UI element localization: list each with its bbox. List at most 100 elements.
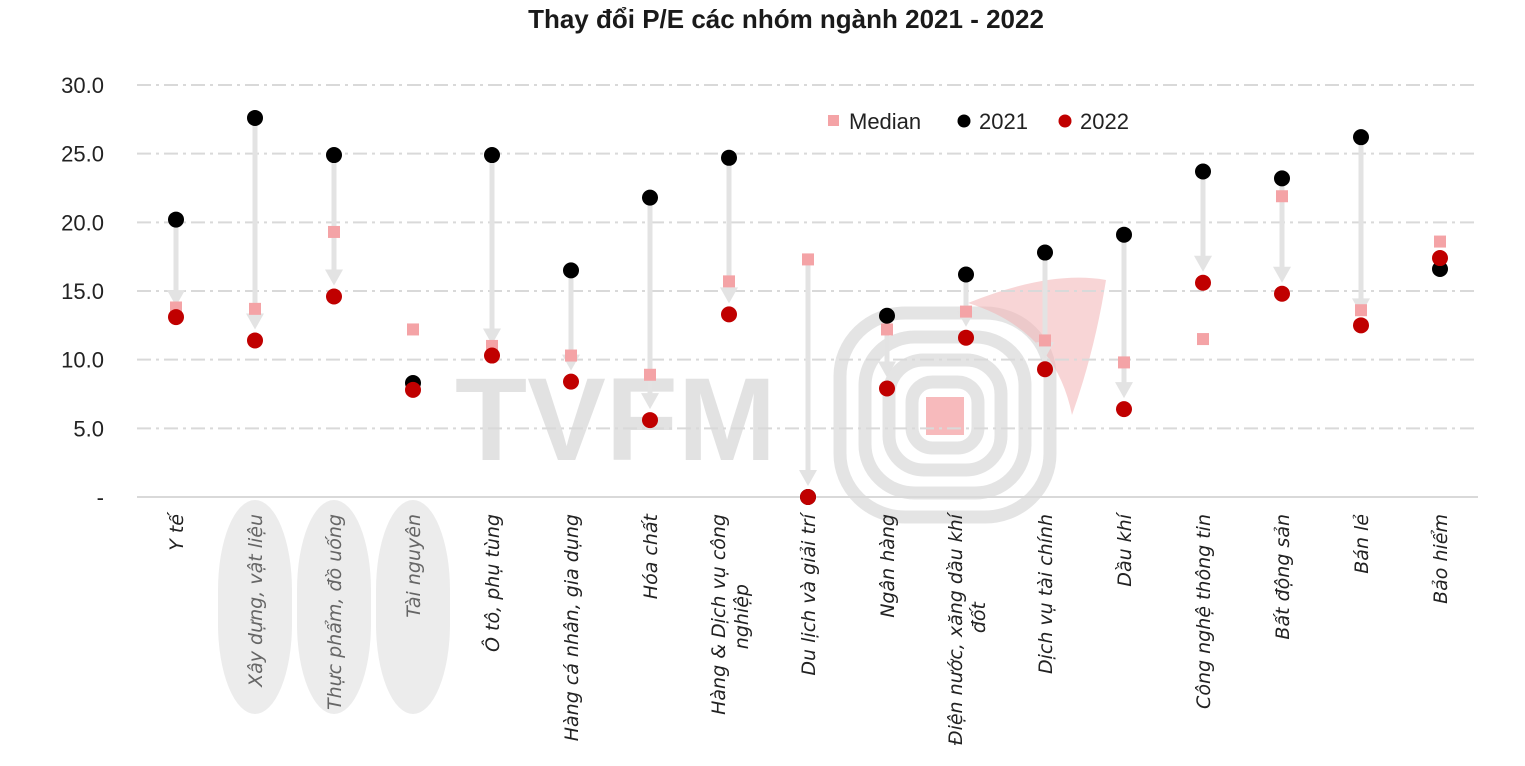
watermark-ring (905, 375, 985, 455)
change-arrow-head (1194, 255, 1212, 272)
point-2021 (1116, 226, 1132, 243)
watermark-ring (858, 330, 1032, 500)
point-2021 (1353, 129, 1369, 146)
point-2022 (1195, 274, 1211, 291)
x-axis-ticks: Y tế Xây dựng, vật liệu Thực phẩm, đồ uống… (166, 511, 1452, 745)
change-arrow-head (325, 269, 343, 286)
y-tick-label: 30.0 (61, 73, 104, 98)
x-tick-label: Thực phẩm, đồ uống (324, 514, 346, 710)
median-point (1039, 334, 1051, 347)
x-tick-label: Ô tô, phụ tùng (480, 514, 504, 652)
category-highlight-1 (218, 500, 292, 714)
point-2022 (1116, 401, 1132, 418)
x-tick-label: Y tế (166, 511, 188, 551)
x-tick-label: Dầu khí (1114, 511, 1136, 586)
point-2022 (326, 288, 342, 305)
legend: Median 2021 2022 (828, 109, 1129, 134)
x-tick-label: Bất động sản (1272, 514, 1294, 640)
category-highlights (218, 500, 450, 714)
legend-marker-median (828, 115, 839, 126)
point-2022 (405, 381, 421, 398)
x-tick-label: Bảo hiểm (1430, 514, 1452, 604)
x-tick-label: Hàng & Dịch vụ côngnghiệp (708, 514, 753, 715)
change-arrow-head (483, 328, 501, 345)
point-2021 (326, 147, 342, 164)
point-2022 (1432, 250, 1448, 267)
point-2021 (168, 211, 184, 228)
category-highlight-3 (376, 500, 450, 714)
point-2022 (1037, 361, 1053, 378)
point-2022 (721, 306, 737, 323)
point-2021 (721, 149, 737, 166)
data-points (168, 109, 1448, 505)
y-tick-label: 20.0 (61, 210, 104, 235)
chart-title: Thay đổi P/E các nhóm ngành 2021 - 2022 (528, 4, 1044, 34)
change-arrow-head (1115, 382, 1133, 399)
y-tick-label: 15.0 (61, 279, 104, 304)
point-2021 (1037, 244, 1053, 261)
median-point (407, 323, 419, 336)
x-tick-label: Ngân hàng (877, 514, 899, 618)
point-2021 (247, 109, 263, 126)
change-arrow-head (1273, 266, 1291, 283)
point-2022 (1353, 317, 1369, 334)
legend-label: 2022 (1080, 109, 1129, 134)
median-point (249, 302, 261, 315)
point-2022 (563, 373, 579, 390)
median-point (960, 305, 972, 318)
y-tick-label: 10.0 (61, 348, 104, 373)
point-2022 (1274, 285, 1290, 302)
x-tick-label: Xây dựng, vật liệu (245, 514, 267, 688)
median-point (1118, 356, 1130, 369)
x-tick-label: Công nghệ thông tin (1193, 514, 1215, 709)
median-point (802, 253, 814, 266)
point-2021 (563, 262, 579, 279)
point-2021 (1274, 170, 1290, 187)
change-arrow-head (167, 290, 185, 307)
x-tick-label: Tài nguyên (403, 514, 425, 618)
change-arrow-head (799, 470, 817, 486)
watermark-ring (833, 306, 1057, 524)
change-arrow-head (641, 393, 659, 410)
y-tick-label: 25.0 (61, 142, 104, 167)
point-2022 (484, 347, 500, 364)
median-point (1197, 333, 1209, 346)
change-arrow-head (720, 287, 738, 304)
point-2022 (800, 489, 816, 505)
x-tick-label: Du lịch và giải trí (798, 511, 820, 675)
median-point (328, 225, 340, 238)
x-tick-label: Hàng cá nhân, gia dụng (561, 514, 583, 741)
legend-marker-2022 (1058, 114, 1072, 128)
x-tick-label: Bán lẻ (1351, 514, 1373, 574)
legend-label: Median (849, 109, 921, 134)
median-point (644, 368, 656, 381)
y-tick-label: 5.0 (73, 416, 104, 441)
point-2022 (642, 412, 658, 429)
change-arrow-head (878, 361, 896, 378)
point-2021 (1432, 261, 1448, 278)
median-point (1276, 190, 1288, 203)
point-2021 (879, 307, 895, 324)
watermark: TVFM (455, 277, 1106, 524)
x-tick-label: Điện nước, xăng dầu khíđốt (945, 511, 990, 745)
point-2022 (958, 329, 974, 346)
median-point (723, 275, 735, 288)
legend-marker-2021 (957, 114, 971, 128)
x-tick-label: Dịch vụ tài chính (1035, 514, 1057, 674)
point-2021 (958, 266, 974, 283)
watermark-ring (882, 353, 1008, 477)
watermark-swoosh (968, 277, 1106, 415)
watermark-text: TVFM (455, 354, 776, 486)
legend-label: 2021 (979, 109, 1028, 134)
point-2021 (484, 147, 500, 164)
category-highlight-2 (297, 500, 371, 714)
median-point (565, 349, 577, 362)
median-point (1434, 235, 1446, 248)
point-2022 (168, 309, 184, 326)
point-2021 (1195, 163, 1211, 180)
y-axis-ticks: 30.0 25.0 20.0 15.0 10.0 5.0 - (61, 73, 104, 510)
point-2022 (247, 332, 263, 349)
x-tick-label: Hóa chất (640, 512, 662, 599)
median-point (1355, 304, 1367, 317)
